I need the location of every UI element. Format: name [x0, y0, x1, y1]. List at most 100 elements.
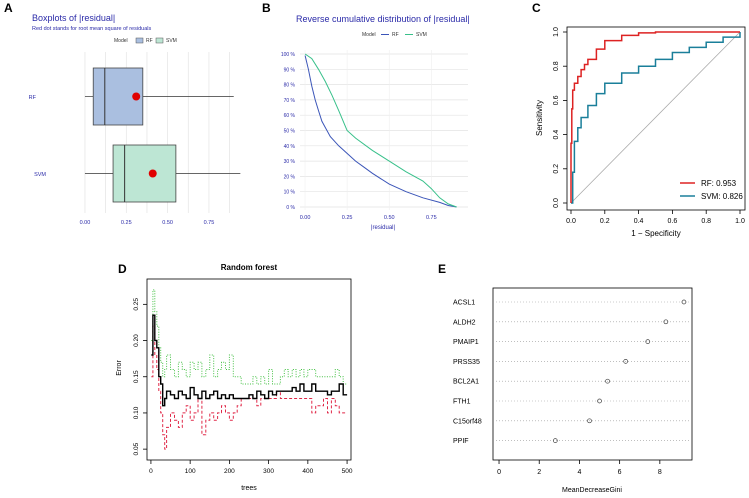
panel-c-y-tick-label: 0.0	[553, 198, 560, 208]
panel-e-category-label: PMAIP1	[453, 339, 479, 346]
panel-e: E ACSL1 ALDH2 PMAIP1 PRSS35 BCL2A1 FTH1 C15orf…	[438, 262, 693, 494]
panel-a-boxes	[84, 67, 241, 203]
panel-e-category-label: BCL2A1	[453, 379, 479, 386]
panel-c-y-tick-label: 1.0	[553, 27, 560, 37]
panel-c-frame	[566, 26, 746, 211]
panel-c-x-axis-label: 1 − Specificity	[631, 229, 681, 238]
panel-c-y-tick-label: 0.8	[553, 61, 560, 71]
panel-d-y-axis-label: Error	[116, 360, 123, 376]
panel-b-lines	[304, 53, 457, 208]
panel-b-y-tick-label: 70 %	[284, 98, 296, 104]
panel-b-x-axis-label: |residual|	[371, 225, 396, 231]
panel-a-title: Boxplots of |residual|	[32, 13, 115, 23]
panel-d-frame	[146, 278, 352, 461]
panel-e-label: E	[438, 262, 446, 276]
panel-c-y-axis-label: Sensitivity	[535, 100, 544, 136]
error-line-oob	[151, 314, 348, 407]
panel-e-x-axis-label: MeanDecreaseGini	[562, 487, 622, 494]
panel-d-x-tick-label: 300	[263, 468, 274, 475]
panel-c-diagonal	[570, 31, 741, 204]
panel-c-x-tick-label: 0.0	[566, 218, 576, 225]
panel-a-x-tick-label: 0.00	[80, 220, 91, 226]
legend-swatch-svm	[155, 37, 164, 44]
importance-dot	[645, 339, 651, 344]
importance-dot	[605, 378, 610, 384]
panel-b-y-tick-label: 50 %	[284, 129, 296, 135]
panel-c-label: C	[532, 1, 541, 15]
panel-a-legend-rf: RF	[146, 38, 153, 44]
importance-dot	[587, 418, 592, 424]
panel-c-legend-svm: SVM: 0.826	[701, 192, 743, 201]
panel-b: B Reverse cumulative distribution of |re…	[262, 1, 470, 231]
panel-b-x-tick-label: 0.00	[300, 215, 311, 221]
panel-b-y-tick-label: 100 %	[281, 52, 296, 58]
panel-c-legend-rf: RF: 0.953	[701, 179, 737, 188]
panel-c-x-tick-label: 1.0	[735, 218, 745, 225]
panel-e-x-tick-label: 8	[658, 469, 662, 476]
panel-a-subtitle: Red dot stands for root mean square of r…	[32, 26, 151, 32]
panel-b-y-ticks: 100 % 90 % 80 % 70 % 60 % 50 % 40 % 30 % 20 % 10 …	[281, 52, 296, 211]
panel-c-y-tick-label: 0.2	[553, 164, 560, 174]
panel-e-x-tick-label: 0	[497, 469, 501, 476]
panel-d-y-tick-label: 0.25	[133, 298, 140, 311]
panel-d-y-tick-label: 0.15	[133, 370, 140, 383]
panel-e-x-tick-label: 4	[577, 469, 581, 476]
panel-d-x-tick-label: 200	[224, 468, 235, 475]
panel-b-legend-svm: SVM	[416, 32, 427, 38]
panel-d-x-tick-label: 500	[342, 468, 353, 475]
panel-d-y-tick-label: 0.20	[133, 334, 140, 347]
panel-c-y-ticks: 0.0 0.2 0.4 0.6 0.8 1.0	[553, 27, 567, 208]
panel-d-x-tick-label: 400	[302, 468, 313, 475]
panel-b-y-tick-label: 30 %	[284, 159, 296, 165]
panel-b-y-tick-label: 10 %	[284, 190, 296, 196]
panel-c-x-tick-label: 0.8	[701, 218, 711, 225]
panel-e-x-tick-label: 2	[537, 469, 541, 476]
panel-d: D Random forest 0 100 200 300 400 500 0.05 0.1…	[116, 262, 353, 492]
panel-e-category-label: C15orf48	[453, 418, 482, 425]
panel-d-title: Random forest	[221, 263, 278, 272]
panel-b-x-ticks: 0.00 0.25 0.50 0.75	[300, 215, 437, 221]
panel-d-y-tick-label: 0.05	[133, 442, 140, 455]
panel-a: A Boxplots of |residual| Red dot stands …	[4, 1, 241, 226]
legend-swatch-rf	[135, 37, 144, 44]
panel-e-category-label: PPIF	[453, 438, 469, 445]
panel-c-x-ticks: 0.0 0.2 0.4 0.6 0.8 1.0	[566, 210, 745, 225]
panel-d-label: D	[118, 262, 127, 276]
series-line-svm	[304, 53, 457, 208]
panel-a-legend: Model RF SVM	[114, 37, 177, 44]
panel-d-y-ticks: 0.05 0.10 0.15 0.20 0.25	[133, 298, 147, 455]
panel-e-category-label: ALDH2	[453, 319, 476, 326]
panel-e-x-ticks: 0 2 4 6 8	[497, 460, 662, 476]
panel-d-y-tick-label: 0.10	[133, 406, 140, 419]
panel-b-y-tick-label: 60 %	[284, 113, 296, 119]
panel-b-x-tick-label: 0.50	[384, 215, 395, 221]
importance-dot	[623, 359, 629, 364]
importance-dot	[597, 398, 602, 404]
panel-a-legend-title: Model	[114, 38, 128, 44]
panel-b-y-tick-label: 90 %	[284, 67, 296, 73]
series-line-rf	[304, 55, 457, 208]
panel-e-x-tick-label: 6	[618, 469, 622, 476]
panel-b-y-tick-label: 0 %	[286, 205, 295, 211]
importance-dot	[552, 438, 558, 443]
panel-b-legend-title: Model	[362, 32, 376, 38]
panel-d-error-lines	[151, 289, 348, 450]
panel-c-roc-curves	[570, 31, 741, 204]
panel-b-legend: Model RF SVM	[362, 32, 427, 38]
panel-c-x-tick-label: 0.4	[634, 218, 644, 225]
importance-dot	[681, 299, 687, 305]
panel-b-title: Reverse cumulative distribution of |resi…	[296, 14, 470, 24]
roc-curve-svm	[571, 32, 741, 204]
panel-d-x-tick-label: 0	[149, 468, 153, 475]
panel-e-dots: ACSL1 ALDH2 PMAIP1 PRSS35 BCL2A1 FTH1 C15orf48…	[453, 299, 692, 445]
panel-c-y-tick-label: 0.6	[553, 95, 560, 105]
panel-b-y-tick-label: 80 %	[284, 83, 296, 89]
panel-c: C 0.0 0.2 0.4 0.6 0.8 1.0 0.00.20.40.60.81.0 …	[532, 1, 746, 238]
panel-c-legend: RF: 0.953 SVM: 0.826	[680, 179, 743, 201]
panel-b-grid	[300, 50, 468, 210]
panel-c-x-tick-label: 0.6	[668, 218, 678, 225]
panel-a-category-svm: SVM	[34, 172, 46, 178]
panel-c-x-tick-label: 0.2	[600, 218, 610, 225]
panel-a-x-ticks: 0.00 0.25 0.50 0.75	[80, 220, 215, 226]
panel-b-x-tick-label: 0.75	[426, 215, 437, 221]
